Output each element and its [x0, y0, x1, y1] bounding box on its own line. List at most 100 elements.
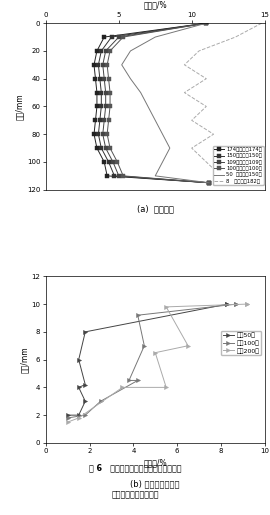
50  旋转压实150次 — [168, 145, 171, 151]
150旋转压实150次 — [98, 117, 102, 124]
压实50次 — [226, 301, 229, 307]
50  旋转压实150次 — [161, 159, 164, 165]
8   旋转压实182次 — [197, 48, 201, 54]
Y-axis label: 高度/mm: 高度/mm — [19, 346, 29, 373]
109旋转压实109次 — [104, 90, 107, 96]
压实100次 — [235, 301, 238, 307]
150旋转压实150次 — [97, 62, 100, 68]
8   旋转压实182次 — [183, 62, 186, 68]
8   旋转压实182次 — [212, 131, 215, 138]
Line: 150旋转压实150次: 150旋转压实150次 — [97, 22, 211, 184]
174旋转压实174次 — [95, 48, 99, 54]
174旋转压实174次 — [92, 62, 96, 68]
50  旋转压实150次 — [208, 180, 211, 186]
109旋转压实109次 — [104, 145, 107, 151]
109旋转压实109次 — [101, 131, 104, 138]
压实200次 — [245, 301, 249, 307]
压实100次 — [143, 342, 146, 349]
Line: 压实50次: 压实50次 — [66, 302, 230, 417]
50  旋转压实150次 — [139, 90, 142, 96]
Legend: 174旋转压实174次, 150旋转压实150次, 109旋转压实109次, 100旋转压实100次, 50  旋转压实150次, 8   旋转压实182次: 174旋转压实174次, 150旋转压实150次, 109旋转压实109次, 1… — [213, 146, 264, 185]
50  旋转压实150次 — [154, 34, 157, 40]
压实50次 — [66, 412, 69, 418]
Y-axis label: 高度/mm: 高度/mm — [15, 93, 24, 120]
压实100次 — [127, 377, 131, 384]
174旋转压实174次 — [106, 173, 109, 179]
压实100次 — [235, 301, 238, 307]
Text: (b) 离散元模拟结果: (b) 离散元模拟结果 — [130, 479, 180, 489]
109旋转压实109次 — [103, 76, 106, 82]
174旋转压实174次 — [95, 145, 99, 151]
8   旋转压实182次 — [190, 117, 193, 124]
100旋转压实100次 — [109, 104, 112, 110]
109旋转压实109次 — [117, 34, 120, 40]
Text: 图 6   热拌常规氥青混凝土旋转压实试样: 图 6 热拌常规氥青混凝土旋转压实试样 — [89, 464, 181, 473]
100旋转压实100次 — [106, 62, 109, 68]
压实50次 — [84, 382, 87, 388]
109旋转压实109次 — [104, 48, 107, 54]
109旋转压实109次 — [103, 117, 106, 124]
174旋转压实174次 — [208, 180, 211, 186]
174旋转压实174次 — [94, 76, 97, 82]
8   旋转压实182次 — [183, 90, 186, 96]
压实100次 — [99, 398, 102, 404]
174旋转压实174次 — [92, 131, 96, 138]
174旋转压实174次 — [94, 117, 97, 124]
150旋转压实150次 — [113, 173, 116, 179]
压实50次 — [226, 301, 229, 307]
8   旋转压实182次 — [234, 34, 237, 40]
50  旋转压实150次 — [154, 117, 157, 124]
压实100次 — [66, 415, 69, 421]
109旋转压实109次 — [104, 104, 107, 110]
压实200次 — [77, 415, 80, 421]
50  旋转压实150次 — [129, 48, 132, 54]
X-axis label: 孔隙率/%: 孔隙率/% — [143, 1, 167, 9]
150旋转压实150次 — [208, 180, 211, 186]
100旋转压实100次 — [208, 180, 211, 186]
压实200次 — [121, 384, 124, 390]
压实50次 — [77, 384, 80, 390]
100旋转压实100次 — [116, 159, 119, 165]
Line: 压实100次: 压实100次 — [66, 302, 238, 420]
X-axis label: 孔隙率/%: 孔隙率/% — [143, 459, 167, 468]
Text: (a)  试样结果: (a) 试样结果 — [137, 205, 174, 214]
8   旋转压实182次 — [260, 20, 263, 26]
50  旋转压实150次 — [161, 131, 164, 138]
150旋转压实150次 — [100, 90, 103, 96]
109旋转压实109次 — [117, 173, 120, 179]
50  旋转压实150次 — [205, 20, 208, 26]
109旋转压实109次 — [208, 180, 211, 186]
150旋转压实150次 — [100, 145, 103, 151]
Line: 压实200次: 压实200次 — [66, 302, 249, 424]
174旋转压实174次 — [95, 90, 99, 96]
174旋转压实174次 — [103, 34, 106, 40]
150旋转压实150次 — [98, 76, 102, 82]
100旋转压实100次 — [109, 48, 112, 54]
压实50次 — [84, 329, 87, 335]
150旋转压实150次 — [100, 104, 103, 110]
100旋转压实100次 — [122, 34, 125, 40]
压实200次 — [165, 384, 168, 390]
8   旋转压实182次 — [205, 76, 208, 82]
109旋转压实109次 — [205, 20, 208, 26]
压实200次 — [165, 304, 168, 310]
100旋转压实100次 — [107, 117, 110, 124]
50  旋转压实150次 — [154, 173, 157, 179]
压实200次 — [187, 342, 190, 349]
压实50次 — [77, 356, 80, 363]
150旋转压实150次 — [205, 20, 208, 26]
压实200次 — [245, 301, 249, 307]
Line: 174旋转压实174次: 174旋转压实174次 — [92, 22, 211, 184]
109旋转压实109次 — [101, 62, 104, 68]
压实200次 — [66, 419, 69, 425]
压实100次 — [84, 412, 87, 418]
8   旋转压实182次 — [190, 145, 193, 151]
压实50次 — [84, 398, 87, 404]
150旋转压实150次 — [97, 131, 100, 138]
150旋转压实150次 — [107, 159, 110, 165]
Legend: 压实50次, 压实100次, 压实200次: 压实50次, 压实100次, 压实200次 — [221, 331, 261, 355]
109旋转压实109次 — [111, 159, 114, 165]
8   旋转压实182次 — [205, 159, 208, 165]
Line: 109旋转压实109次: 109旋转压实109次 — [101, 22, 211, 184]
Line: 50  旋转压实150次: 50 旋转压实150次 — [122, 23, 209, 183]
